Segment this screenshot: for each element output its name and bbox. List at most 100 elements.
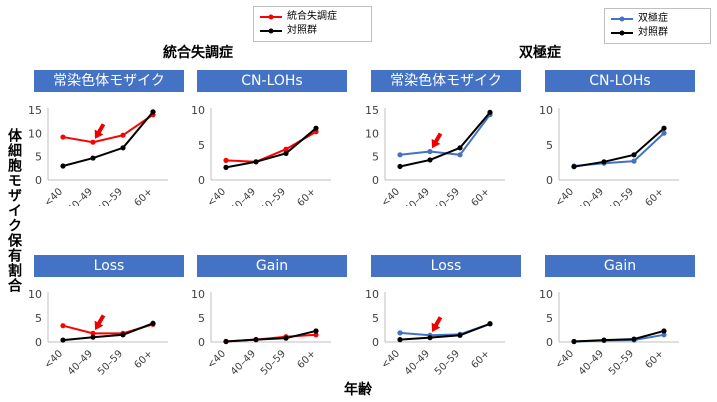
data-point: [223, 157, 229, 163]
y-tick-label: 5: [35, 312, 42, 325]
x-tick-label: 60+: [132, 348, 155, 371]
arrow-head: [431, 138, 441, 149]
data-point: [120, 132, 126, 138]
x-tick-label: <40: [379, 186, 402, 206]
data-point: [571, 164, 577, 170]
data-point: [631, 158, 637, 164]
panel-title: CN-LOHs: [545, 70, 695, 92]
y-tick-label: 5: [198, 312, 205, 325]
data-point: [631, 152, 637, 158]
data-point: [120, 332, 126, 338]
data-point: [601, 337, 607, 343]
group-title-bipolar: 双極症: [519, 45, 561, 61]
y-tick-label: 10: [28, 127, 42, 140]
data-point: [427, 335, 433, 341]
x-tick-label: 60+: [643, 348, 666, 371]
data-point: [313, 125, 319, 131]
arrow-annotation: [94, 123, 106, 139]
line-chart-schizophrenia: 0 5 10 <40 40–49 50–59 60+: [191, 104, 331, 206]
data-point: [253, 159, 259, 165]
x-tick-label: 50–59: [259, 186, 288, 206]
x-tick-label: 50–59: [433, 348, 462, 377]
x-tick-label: 60+: [469, 186, 492, 206]
data-point: [397, 152, 403, 158]
x-tick-label: 40–49: [403, 186, 432, 206]
data-point: [283, 146, 289, 152]
panel-title: Loss: [371, 255, 521, 277]
data-point: [397, 337, 403, 343]
x-tick-label: <40: [205, 348, 228, 371]
arrow-annotation: [94, 314, 106, 331]
y-tick-label: 0: [372, 174, 379, 187]
line-chart-bipolar: 0 5 10 <40 40–49 50–59 60+: [365, 288, 505, 378]
arrow-head: [94, 129, 104, 139]
x-tick-label: 50–59: [259, 348, 288, 377]
legend-label: 対照群: [287, 25, 317, 36]
x-tick-label: <40: [205, 186, 228, 206]
panel-title: Loss: [34, 255, 184, 277]
data-point: [397, 330, 403, 336]
series-line-control: [573, 127, 665, 168]
x-tick-label: 50–59: [607, 348, 636, 377]
panel-title: Gain: [197, 255, 347, 277]
data-point: [60, 134, 66, 140]
arrow-annotation: [431, 132, 443, 149]
data-point: [631, 336, 637, 342]
legend-entry: 双極症: [611, 12, 704, 26]
data-point: [397, 163, 403, 170]
line-chart-bipolar: 0 5 10 <40 40–49 50–59 60+: [539, 104, 679, 206]
arrow-head: [431, 322, 441, 333]
series-line-control: [225, 127, 317, 169]
y-tick-label: 10: [28, 288, 42, 301]
data-point: [487, 109, 493, 115]
legend-entry: 対照群: [260, 24, 365, 38]
data-point: [90, 139, 96, 145]
series-line-schizophrenia: [62, 113, 154, 144]
x-tick-label: <40: [42, 348, 65, 371]
y-tick-label: 10: [191, 288, 205, 301]
x-tick-label: <40: [553, 348, 576, 371]
x-tick-label: 40–49: [229, 348, 258, 377]
legend-entry: 対照群: [611, 26, 704, 40]
y-tick-label: 0: [198, 174, 205, 187]
y-tick-label: 5: [546, 312, 553, 325]
y-tick-label: 10: [539, 104, 553, 117]
legend-swatch-control: [260, 28, 282, 34]
group-title-schizophrenia: 統合失調症: [163, 45, 233, 61]
data-point: [60, 337, 66, 343]
x-tick-label: 60+: [643, 186, 666, 206]
y-tick-label: 10: [365, 288, 379, 301]
y-tick-label: 0: [546, 336, 553, 349]
data-point: [661, 125, 667, 131]
series-line-bipolar: [573, 132, 665, 167]
line-chart-schizophrenia: 0 5 10 15 <40 40–49 50–59 60+: [28, 104, 168, 206]
data-point: [150, 109, 156, 115]
series-line-control: [225, 329, 317, 343]
x-tick-label: 40–49: [577, 186, 606, 206]
arrow-head: [94, 320, 104, 331]
x-tick-label: 50–59: [433, 186, 462, 206]
legend-swatch-control: [611, 30, 633, 36]
data-point: [427, 157, 433, 163]
data-point: [223, 338, 229, 345]
legend-label: 対照群: [638, 27, 668, 38]
data-point: [60, 323, 66, 329]
line-chart-schizophrenia: 0 5 10 <40 40–49 50–59 60+: [28, 288, 168, 378]
data-point: [661, 332, 667, 338]
y-tick-label: 0: [546, 174, 553, 187]
y-tick-label: 15: [365, 104, 379, 117]
x-tick-label: 40–49: [229, 186, 258, 206]
panel-title: 常染色体モザイク: [34, 70, 184, 92]
data-point: [601, 159, 607, 165]
data-point: [571, 338, 577, 345]
y-tick-label: 0: [35, 336, 42, 349]
data-point: [661, 130, 667, 136]
x-tick-label: 50–59: [96, 186, 125, 206]
y-axis-label: 体細胞モザイク保有割合: [6, 128, 22, 293]
series-line-bipolar: [399, 114, 491, 156]
panel-title: Gain: [545, 255, 695, 277]
y-tick-label: 5: [372, 151, 379, 164]
line-chart-schizophrenia: 0 5 10 <40 40–49 50–59 60+: [191, 288, 331, 378]
x-tick-label: 40–49: [66, 186, 95, 206]
